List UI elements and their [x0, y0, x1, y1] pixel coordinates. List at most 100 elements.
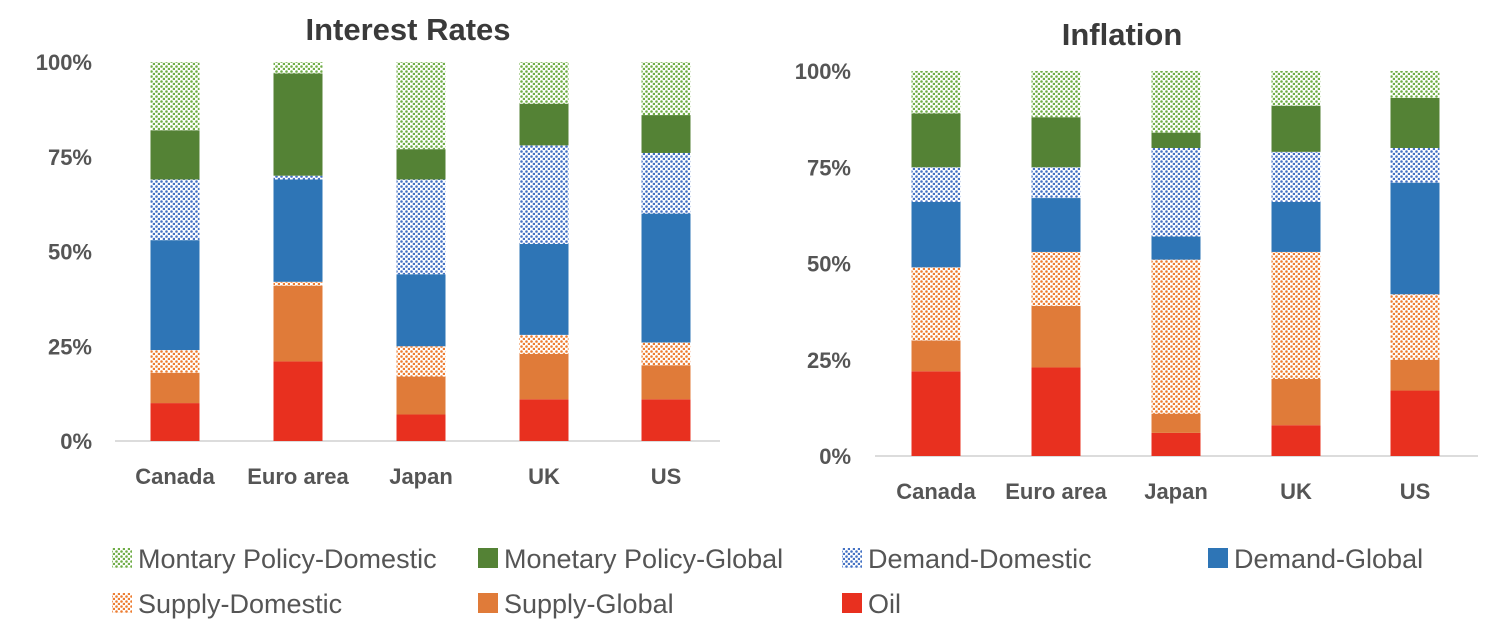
- category-label-canada: Canada: [135, 464, 215, 489]
- legend-item-supply-domestic: Supply-Domestic: [112, 589, 342, 619]
- bar-us-monetary-policy-global: [641, 115, 691, 153]
- bar-canada-supply-global: [911, 340, 961, 372]
- bar-euro-area-demand-global: [273, 179, 323, 282]
- legend-label: Demand-Domestic: [868, 544, 1092, 574]
- legend-swatch: [112, 593, 132, 613]
- y-tick-label: 75%: [807, 155, 851, 180]
- bar-uk-demand-global: [1271, 201, 1321, 252]
- legend-item-demand-domestic: Demand-Domestic: [842, 544, 1092, 574]
- bar-euro-area-supply-global: [273, 285, 323, 362]
- bar-japan-supply-global: [396, 376, 446, 415]
- bar-us-montary-policy-domestic: [641, 62, 691, 116]
- bar-uk-demand-domestic: [519, 145, 569, 244]
- y-tick-label: 50%: [807, 252, 851, 277]
- bar-uk-supply-domestic: [519, 334, 569, 354]
- bar-japan-oil: [1151, 432, 1201, 456]
- bar-japan-demand-global: [396, 274, 446, 347]
- legend-label: Supply-Domestic: [138, 589, 342, 619]
- bar-uk-demand-global: [519, 243, 569, 335]
- bar-japan-demand-domestic: [1151, 148, 1201, 237]
- bar-japan-supply-domestic: [396, 346, 446, 377]
- bar-uk-supply-global: [519, 353, 569, 400]
- bar-canada-montary-policy-domestic: [911, 71, 961, 114]
- bar-canada-oil: [911, 371, 961, 456]
- bar-us-demand-domestic: [1390, 148, 1440, 183]
- bar-euro-area-supply-domestic: [273, 281, 323, 286]
- bar-japan-supply-domestic: [1151, 259, 1201, 414]
- y-tick-label: 0%: [819, 444, 851, 469]
- interest-rates-categories: Canada Euro area Japan UK US: [135, 464, 681, 489]
- legend-item-demand-global: Demand-Global: [1208, 544, 1423, 574]
- bar-canada-supply-global: [150, 372, 200, 404]
- interest-rates-title: Interest Rates: [305, 12, 510, 47]
- legend-swatch: [842, 593, 862, 613]
- bar-euro-area-demand-global: [1031, 198, 1081, 252]
- legend-label: Oil: [868, 589, 901, 619]
- y-tick-label: 50%: [48, 240, 92, 265]
- category-label-japan: Japan: [1144, 479, 1208, 504]
- legend-swatch: [478, 548, 498, 568]
- y-tick-label: 0%: [60, 429, 92, 454]
- legend-item-monetary-policy-domestic: Montary Policy-Domestic: [112, 544, 437, 574]
- bar-euro-area-demand-domestic: [1031, 167, 1081, 199]
- bar-uk-montary-policy-domestic: [519, 62, 569, 104]
- category-label-euro-area: Euro area: [247, 464, 349, 489]
- bar-uk-demand-domestic: [1271, 151, 1321, 202]
- bar-us-demand-global: [641, 213, 691, 343]
- bar-us-supply-domestic: [1390, 294, 1440, 360]
- category-label-japan: Japan: [389, 464, 453, 489]
- y-tick-label: 25%: [48, 334, 92, 359]
- bar-japan-demand-domestic: [396, 179, 446, 275]
- y-tick-label: 100%: [36, 50, 92, 75]
- bar-uk-oil: [1271, 425, 1321, 456]
- bar-euro-area-demand-domestic: [273, 175, 323, 180]
- category-label-canada: Canada: [896, 479, 976, 504]
- bar-canada-montary-policy-domestic: [150, 62, 200, 131]
- inflation-categories: Canada Euro area Japan UK US: [896, 479, 1430, 504]
- category-label-uk: UK: [528, 464, 560, 489]
- bar-euro-area-monetary-policy-global: [1031, 117, 1081, 168]
- bar-us-demand-global: [1390, 182, 1440, 295]
- interest-rates-chart: Interest Rates 0% 25% 50% 75% 100% Canada Eur…: [36, 12, 720, 489]
- bar-us-supply-global: [641, 365, 691, 400]
- bar-euro-area-monetary-policy-global: [273, 73, 323, 176]
- bar-us-oil: [641, 399, 691, 441]
- bar-us-monetary-policy-global: [1390, 97, 1440, 148]
- bar-canada-monetary-policy-global: [150, 130, 200, 180]
- bar-us-supply-global: [1390, 359, 1440, 391]
- bar-uk-monetary-policy-global: [1271, 105, 1321, 152]
- bar-euro-area-montary-policy-domestic: [1031, 71, 1081, 118]
- inflation-chart: Inflation 0% 25% 50% 75% 100% Canada Euro are…: [795, 17, 1478, 504]
- bar-canada-monetary-policy-global: [911, 113, 961, 168]
- bar-japan-demand-global: [1151, 236, 1201, 260]
- bar-canada-oil: [150, 403, 200, 441]
- legend-item-monetary-policy-global: Monetary Policy-Global: [478, 544, 783, 574]
- bar-euro-area-oil: [273, 361, 323, 441]
- legend-swatch: [112, 548, 132, 568]
- bar-us-montary-policy-domestic: [1390, 71, 1440, 98]
- y-tick-label: 100%: [795, 59, 851, 84]
- bar-us-demand-domestic: [641, 152, 691, 214]
- category-label-us: US: [1400, 479, 1431, 504]
- category-label-us: US: [651, 464, 682, 489]
- bar-japan-oil: [396, 414, 446, 441]
- bar-canada-demand-global: [911, 201, 961, 268]
- y-tick-label: 25%: [807, 348, 851, 373]
- bar-euro-area-supply-global: [1031, 305, 1081, 368]
- bar-uk-monetary-policy-global: [519, 103, 569, 146]
- legend-label: Monetary Policy-Global: [504, 544, 783, 574]
- legend-item-oil: Oil: [842, 589, 901, 619]
- bar-euro-area-montary-policy-domestic: [273, 62, 323, 74]
- legend: Montary Policy-Domestic Monetary Policy-…: [112, 544, 1423, 619]
- legend-label: Montary Policy-Domestic: [138, 544, 437, 574]
- inflation-title: Inflation: [1062, 17, 1183, 52]
- bar-japan-monetary-policy-global: [396, 149, 446, 180]
- bar-uk-montary-policy-domestic: [1271, 71, 1321, 106]
- inflation-bars: [911, 71, 1440, 456]
- interest-rates-y-axis: 0% 25% 50% 75% 100%: [36, 50, 92, 454]
- legend-swatch: [1208, 548, 1228, 568]
- category-label-uk: UK: [1280, 479, 1312, 504]
- legend-swatch: [478, 593, 498, 613]
- legend-item-supply-global: Supply-Global: [478, 589, 674, 619]
